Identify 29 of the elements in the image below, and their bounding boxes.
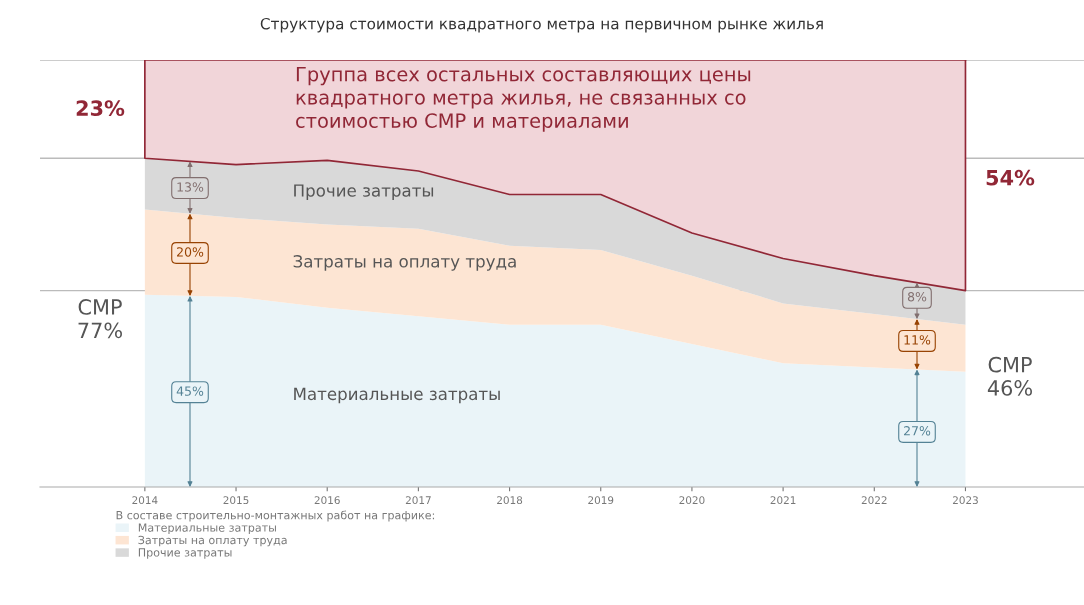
annotation: 20% [177, 247, 204, 257]
annotation: 11% [904, 335, 931, 345]
annotation: Группа всех остальных составляющих цены квадратного метра жилья, не связанных со стоимостью СМР и материалами [296, 67, 751, 132]
annotation: 45% [176, 386, 204, 396]
x-tick-label: 2015 [223, 496, 249, 505]
x-tick-label: 2019 [588, 496, 614, 505]
x-tick-label: 2022 [861, 496, 887, 505]
annotation: 27% [904, 426, 931, 436]
annotation: 13% [177, 182, 204, 192]
x-tick-label: 2017 [405, 496, 431, 505]
x-tick-label: 2018 [497, 496, 523, 505]
annotation: СМР 46% [987, 356, 1032, 396]
text: Затраты на оплату труда [293, 255, 516, 271]
annotation: 8% [907, 292, 927, 302]
x-tick-label: 2021 [770, 496, 796, 505]
text: Прочие затраты [294, 184, 434, 201]
x-tick-label: 2016 [314, 496, 340, 505]
chart-title: Структура стоимости квадратного метра на первичном рынке жилья [260, 17, 823, 33]
legend-label: Затраты на оплату труда [138, 535, 287, 547]
legend-label: Материальные затраты [138, 523, 276, 534]
annotation: 54% [986, 169, 1035, 186]
legend-title: В составе строительно-монтажных работ на графике: [116, 510, 435, 522]
text: Материальные затраты [294, 387, 500, 404]
annotation: 23% [76, 100, 125, 116]
annotation: СМР 77% [78, 299, 122, 339]
x-tick-label: 2020 [679, 496, 705, 505]
legend-label: Прочие затраты [138, 548, 232, 559]
x-tick-label: 2023 [952, 496, 978, 505]
x-tick-label: 2014 [132, 496, 158, 505]
